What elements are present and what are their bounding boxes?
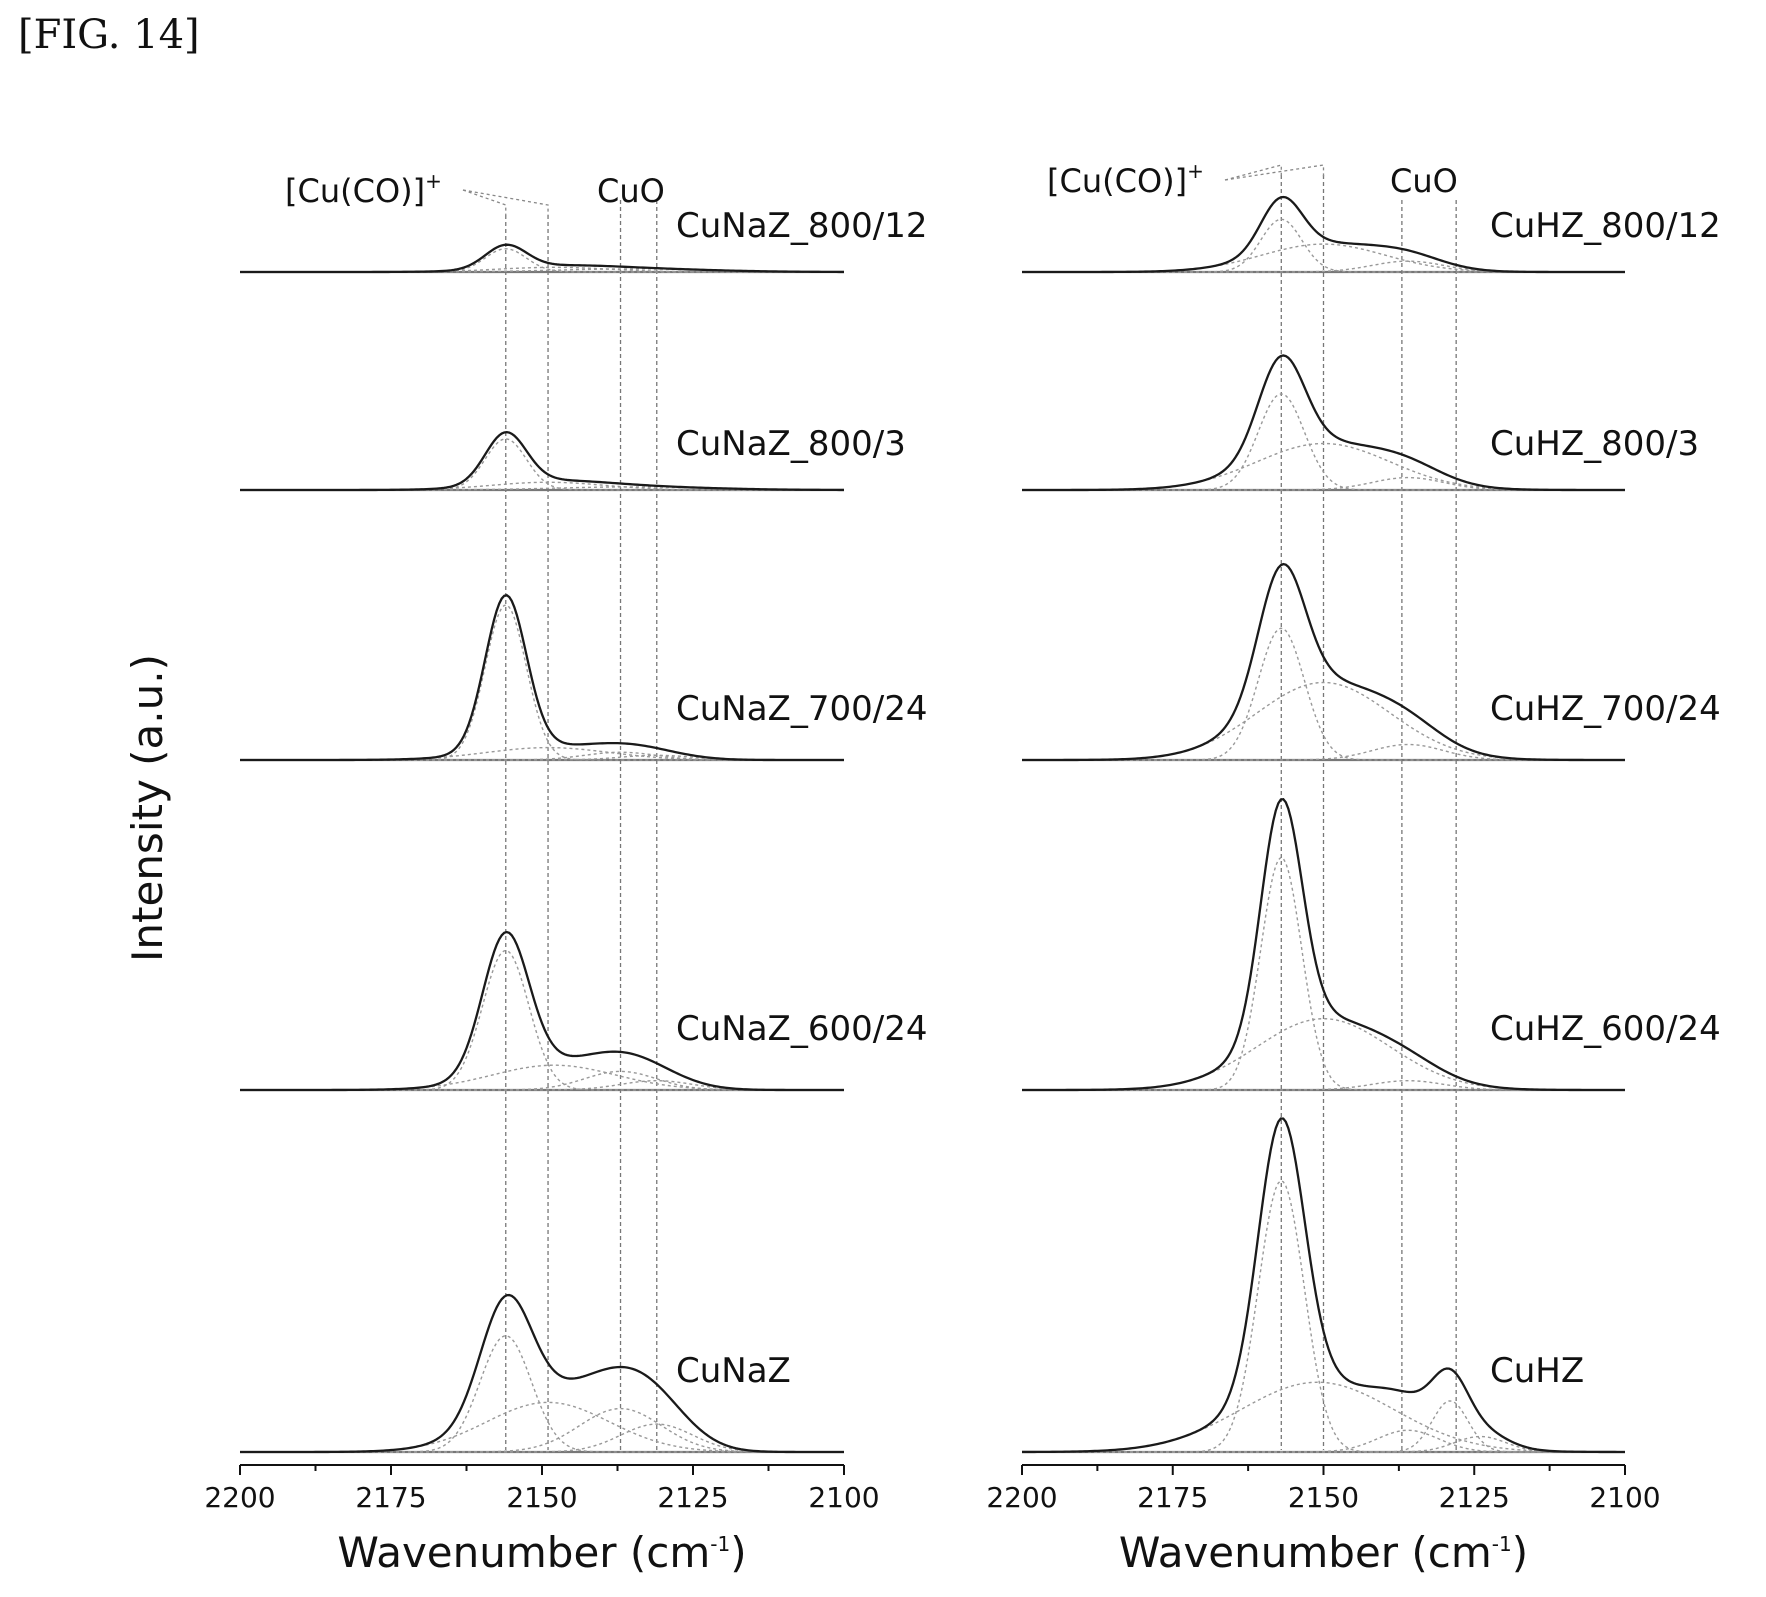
annotation-leader <box>1224 164 1282 181</box>
fit-component <box>1022 1080 1625 1091</box>
spectrum-2: CuNaZ_800/3 <box>240 424 906 492</box>
sample-label: CuHZ_800/3 <box>1490 424 1699 464</box>
spectrum-trace <box>240 243 845 274</box>
spectrum-4: CuHZ_600/24 <box>1021 797 1721 1092</box>
spectrum-trace <box>1021 195 1626 274</box>
sample-label: CuNaZ_800/12 <box>676 206 927 246</box>
fit-component <box>1021 1381 1626 1453</box>
spectrum-trace <box>239 930 845 1092</box>
fit-component <box>240 481 844 491</box>
fit-component <box>239 1064 845 1091</box>
fit-component <box>240 1070 844 1091</box>
x-tick-label: 2150 <box>1288 1481 1359 1514</box>
fit-component <box>1022 1435 1625 1453</box>
fit-component <box>240 268 845 273</box>
spectrum-4: CuNaZ_600/24 <box>239 930 927 1092</box>
x-tick-label: 2200 <box>986 1481 1057 1514</box>
x-tick-label: 2125 <box>657 1481 728 1514</box>
fit-component <box>240 746 844 761</box>
sample-label: CuNaZ_800/3 <box>676 424 906 464</box>
x-tick-label: 2200 <box>204 1481 275 1514</box>
sample-label: CuHZ_700/24 <box>1490 689 1721 729</box>
figure-label: [FIG. 14] <box>18 12 200 58</box>
panel-right: [Cu(CO)]+ CuO CuHZ_800/12 CuHZ_800/3 CuHZ_70… <box>986 159 1720 1577</box>
fit-component <box>240 1407 844 1453</box>
fit-component <box>240 754 844 761</box>
fit-component <box>1022 1180 1625 1453</box>
sample-label: CuHZ_800/12 <box>1490 206 1721 246</box>
spectrum-5: CuNaZ <box>239 1293 845 1454</box>
x-tick-label: 2175 <box>1137 1481 1208 1514</box>
x-axis-title: Wavenumber (cm-1) <box>337 1528 746 1577</box>
spectrum-3: CuHZ_700/24 <box>1021 562 1721 762</box>
spectrum-1: CuNaZ_800/12 <box>240 206 927 274</box>
fit-component <box>1022 260 1625 273</box>
fit-component <box>240 486 845 491</box>
spectrum-3: CuNaZ_700/24 <box>240 594 927 762</box>
x-tick-label: 2150 <box>506 1481 577 1514</box>
cuo-annotation: CuO <box>1390 162 1458 200</box>
annotation-leader <box>462 189 507 217</box>
spectrum-trace <box>1021 1117 1626 1454</box>
spectrum-trace <box>1021 354 1626 492</box>
cu-co-annotation: [Cu(CO)]+ <box>1047 159 1204 200</box>
cu-co-annotation: [Cu(CO)]+ <box>285 169 442 210</box>
spectrum-2: CuHZ_800/3 <box>1021 354 1699 492</box>
annotation-leader <box>462 189 549 217</box>
sample-label: CuNaZ <box>676 1351 791 1391</box>
spectrum-trace <box>240 594 845 762</box>
fit-component <box>240 604 844 761</box>
spectrum-trace <box>239 1293 845 1454</box>
spectrum-5: CuHZ <box>1021 1117 1626 1454</box>
x-tick-label: 2100 <box>808 1481 879 1514</box>
panel-left: [Cu(CO)]+ CuO CuNaZ_800/12 CuNaZ_800/3 CuNaZ… <box>204 169 927 1577</box>
x-axis-title: Wavenumber (cm-1) <box>1119 1528 1528 1577</box>
sample-label: CuNaZ_700/24 <box>676 689 927 729</box>
spectrum-trace <box>240 431 845 492</box>
fit-component <box>240 1423 844 1453</box>
cuo-annotation: CuO <box>597 172 665 210</box>
fit-component <box>1022 393 1625 491</box>
fit-component <box>1021 681 1626 761</box>
sample-label: CuNaZ_600/24 <box>676 1009 927 1049</box>
x-tick-label: 2125 <box>1439 1481 1510 1514</box>
spectrum-1: CuHZ_800/12 <box>1021 195 1721 274</box>
x-tick-label: 2175 <box>355 1481 426 1514</box>
spectrum-trace <box>1021 797 1626 1092</box>
sample-label: CuHZ <box>1490 1351 1584 1391</box>
sample-label: CuHZ_600/24 <box>1490 1009 1721 1049</box>
fit-component <box>240 266 844 273</box>
spectrum-trace <box>1021 562 1626 762</box>
y-axis-title: Intensity (a.u.) <box>123 654 172 962</box>
x-tick-label: 2100 <box>1589 1481 1660 1514</box>
